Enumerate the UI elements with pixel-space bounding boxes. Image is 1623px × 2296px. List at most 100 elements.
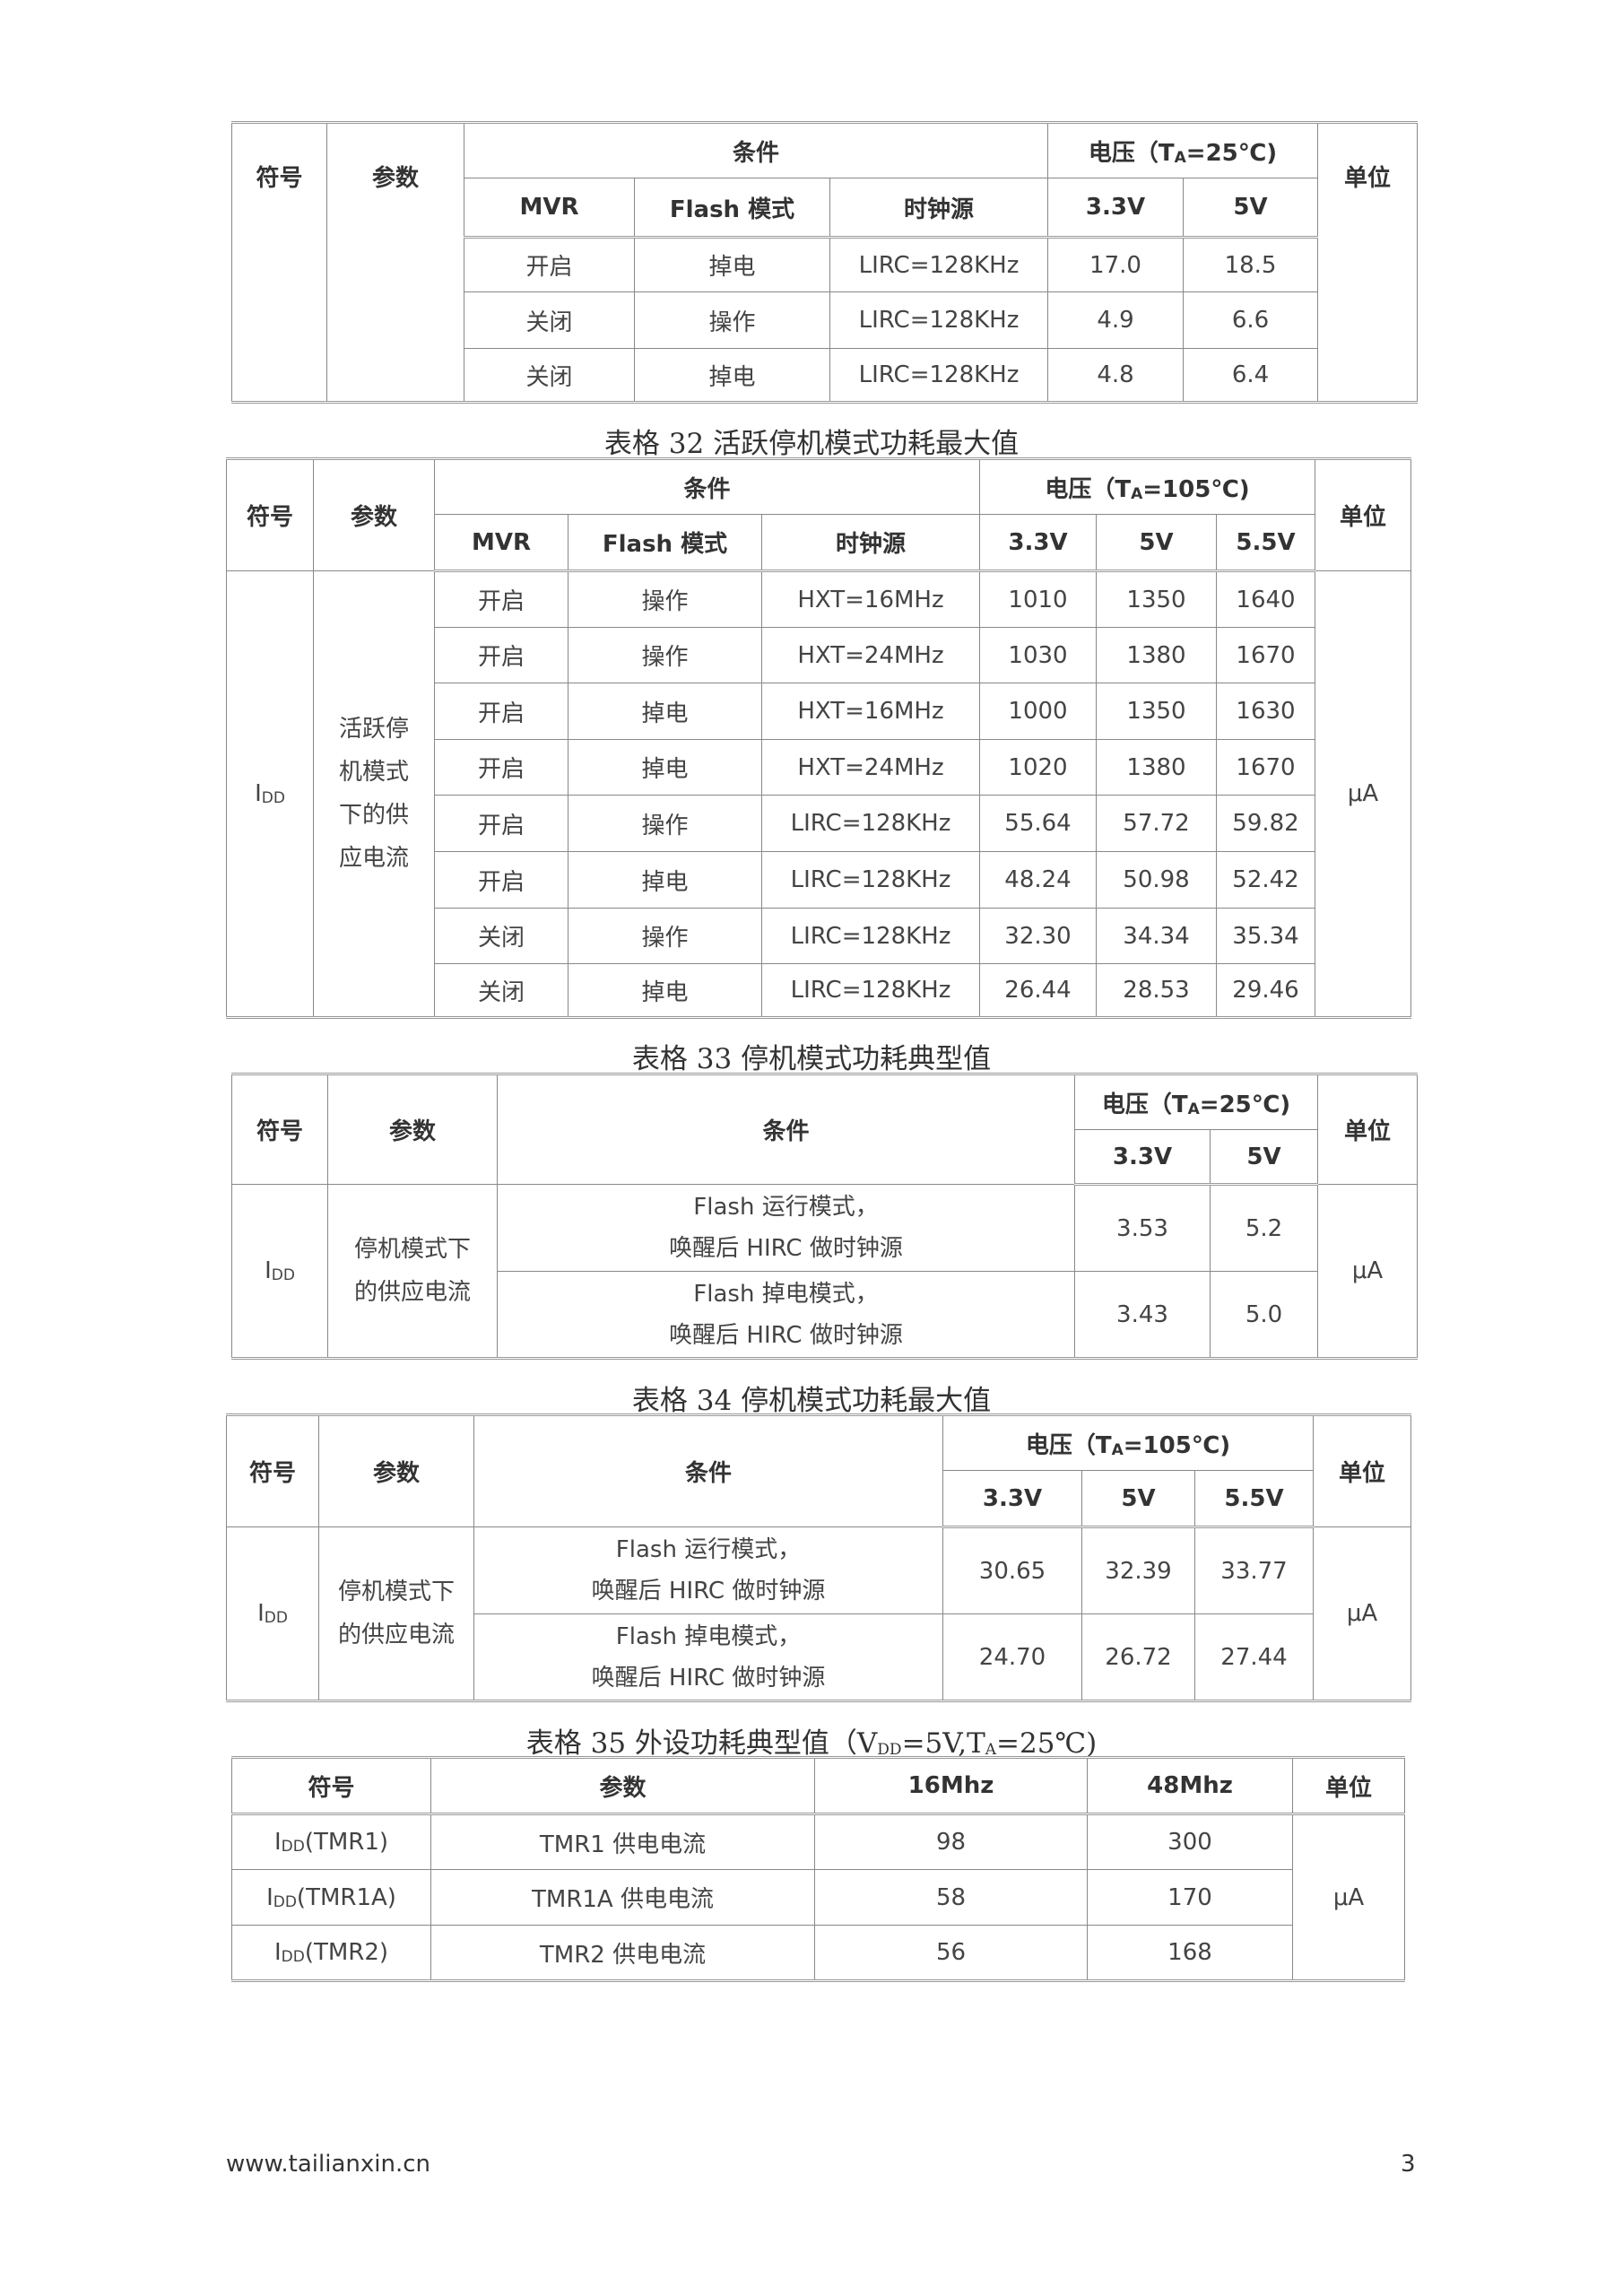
cell: 掉电 (568, 739, 762, 796)
cell: LIRC=128KHz (829, 291, 1048, 349)
header-voltage: 电压（TA=25℃) (1073, 1074, 1319, 1130)
cell: 1640 (1216, 570, 1315, 628)
symbol-cell: IDD(TMR1A) (231, 1869, 431, 1926)
cell: 1030 (979, 627, 1097, 683)
cell: 操作 (568, 795, 762, 852)
header-symbol: 符号 (231, 1757, 431, 1815)
cell: 开启 (434, 795, 568, 852)
header-symbol: 符号 (226, 1414, 319, 1527)
cell: 1670 (1216, 627, 1315, 683)
cell: 操作 (568, 908, 762, 964)
table-33: 符号 参数 条件 电压（TA=25℃) 单位 3.3V 5V IDD 停机模式下的供应电流 F… (231, 1073, 1419, 1360)
cell: LIRC=128KHz (761, 851, 980, 909)
table-row: 开启 掉电 HXT=16MHz 1000 1350 1630 (227, 683, 1411, 740)
footer-url[interactable]: www.tailianxin.cn (226, 2151, 431, 2178)
cell: 掉电 (568, 963, 762, 1018)
unit-cell: μA (1313, 1526, 1411, 1701)
cell: 开启 (434, 627, 568, 683)
cell: LIRC=128KHz (761, 795, 980, 852)
cell: 1380 (1096, 627, 1217, 683)
cell: HXT=16MHz (761, 570, 980, 628)
cell: 98 (814, 1813, 1088, 1870)
condition-cell: Flash 运行模式， 唤醒后 HIRC 做时钟源 (497, 1184, 1075, 1272)
header-unit: 单位 (1292, 1757, 1405, 1815)
caption-table-35: 表格 35 外设功耗典型值（VDD=5V,TA=25℃) (525, 1727, 1098, 1760)
cell: 开启 (434, 683, 568, 740)
cell: 35.34 (1216, 908, 1315, 964)
cell: 3.53 (1074, 1184, 1211, 1272)
table-34: 符号 参数 条件 电压（TA=105℃) 单位 3.3V 5V 5.5V IDD 停机模式下的… (226, 1413, 1411, 1702)
table-row: 关闭 操作 LIRC=128KHz 4.9 6.6 (232, 291, 1418, 349)
header-3v3: 3.3V (1047, 178, 1184, 239)
param-cell: 停机模式下的供应电流 (327, 1184, 498, 1359)
header-param: 参数 (313, 458, 435, 571)
table-32: 符号 参数 条件 电压（TA=105℃) 单位 MVR Flash 模式 时钟源 3.3V 5V… (226, 457, 1411, 1019)
cell: 59.82 (1216, 795, 1315, 852)
cell: 关闭 (434, 908, 568, 964)
cell: 1630 (1216, 683, 1315, 740)
cell: 4.8 (1047, 348, 1184, 403)
cell: 6.4 (1182, 348, 1319, 403)
table-row: 开启 掉电 LIRC=128KHz 48.24 50.98 52.42 (227, 851, 1411, 909)
header-clock: 时钟源 (761, 514, 980, 572)
cell: 6.6 (1182, 291, 1319, 349)
unit-cell: μA (1317, 1184, 1419, 1359)
cell: 57.72 (1096, 795, 1217, 852)
cell: 168 (1087, 1925, 1293, 1981)
cell: 1000 (979, 683, 1097, 740)
cell: 58 (814, 1869, 1088, 1926)
table-row: IDD 活跃停机模式下的供应电流 开启 操作 HXT=16MHz 1010 1350 1640… (226, 570, 1411, 1018)
header-voltage: 电压（TA=25℃) (1046, 122, 1319, 178)
cell: 1010 (979, 570, 1097, 628)
header-condition: 条件 (473, 1414, 943, 1527)
header-unit: 单位 (1317, 122, 1419, 403)
table-row: 开启 操作 HXT=24MHz 1030 1380 1670 (227, 627, 1411, 683)
header-48mhz: 48Mhz (1087, 1757, 1293, 1815)
cell: 52.42 (1216, 851, 1315, 909)
cell: 掉电 (634, 237, 830, 292)
cell: 1380 (1096, 739, 1217, 796)
header-mvr: MVR (434, 514, 568, 572)
condition-cell: Flash 运行模式， 唤醒后 HIRC 做时钟源 (473, 1526, 943, 1614)
cell: 33.77 (1194, 1526, 1314, 1614)
table-31: 符号 参数 条件 电压（TA=25℃) 单位 MVR Flash 模式 时钟源 3.3V 5V … (231, 121, 1419, 404)
header-5v: 5V (1182, 178, 1319, 239)
cell: 操作 (568, 627, 762, 683)
header-symbol: 符号 (231, 1074, 328, 1185)
cell: 5.0 (1209, 1271, 1319, 1359)
symbol-idd: IDD (226, 1526, 319, 1701)
cell: TMR1A 供电电流 (430, 1869, 815, 1926)
unit-cell: μA (1315, 570, 1411, 1018)
header-unit: 单位 (1317, 1074, 1419, 1185)
cell: 32.30 (979, 908, 1097, 964)
table-row: 关闭 操作 LIRC=128KHz 32.30 34.34 35.34 (227, 908, 1411, 964)
symbol-idd: IDD (231, 1184, 328, 1359)
param-cell: 停机模式下的供应电流 (318, 1526, 474, 1701)
table-row: IDD 停机模式下的供应电流 Flash 运行模式， 唤醒后 HIRC 做时钟源 30.… (226, 1526, 1411, 1701)
header-3v3: 3.3V (979, 514, 1097, 572)
cell: LIRC=128KHz (829, 237, 1048, 292)
cell: TMR2 供电电流 (430, 1925, 815, 1981)
cell: 1670 (1216, 739, 1315, 796)
cell: 17.0 (1047, 237, 1184, 292)
table-row: IDD(TMR2) TMR2 供电电流 56 168 (231, 1925, 1405, 1981)
param-cell: 活跃停机模式下的供应电流 (313, 570, 435, 1018)
cell: 掉电 (568, 851, 762, 909)
header-flash: Flash 模式 (634, 178, 830, 239)
header-3v3: 3.3V (942, 1470, 1082, 1528)
header-5v: 5V (1209, 1129, 1319, 1186)
header-param: 参数 (318, 1414, 474, 1527)
symbol-cell: IDD(TMR2) (231, 1925, 431, 1981)
table-row: IDD(TMR1) TMR1 供电电流 98 300 μA (231, 1813, 1405, 1981)
header-param: 参数 (430, 1757, 815, 1815)
cell: HXT=16MHz (761, 683, 980, 740)
table-row: Flash 掉电模式， 唤醒后 HIRC 做时钟源 3.43 5.0 (232, 1271, 1418, 1359)
header-mvr: MVR (464, 178, 635, 239)
cell: 28.53 (1096, 963, 1217, 1018)
cell: 3.43 (1074, 1271, 1211, 1359)
caption-table-32: 表格 32 活跃停机模式功耗最大值 (603, 428, 1020, 460)
cell: 55.64 (979, 795, 1097, 852)
cell: 29.46 (1216, 963, 1315, 1018)
cell: 关闭 (434, 963, 568, 1018)
